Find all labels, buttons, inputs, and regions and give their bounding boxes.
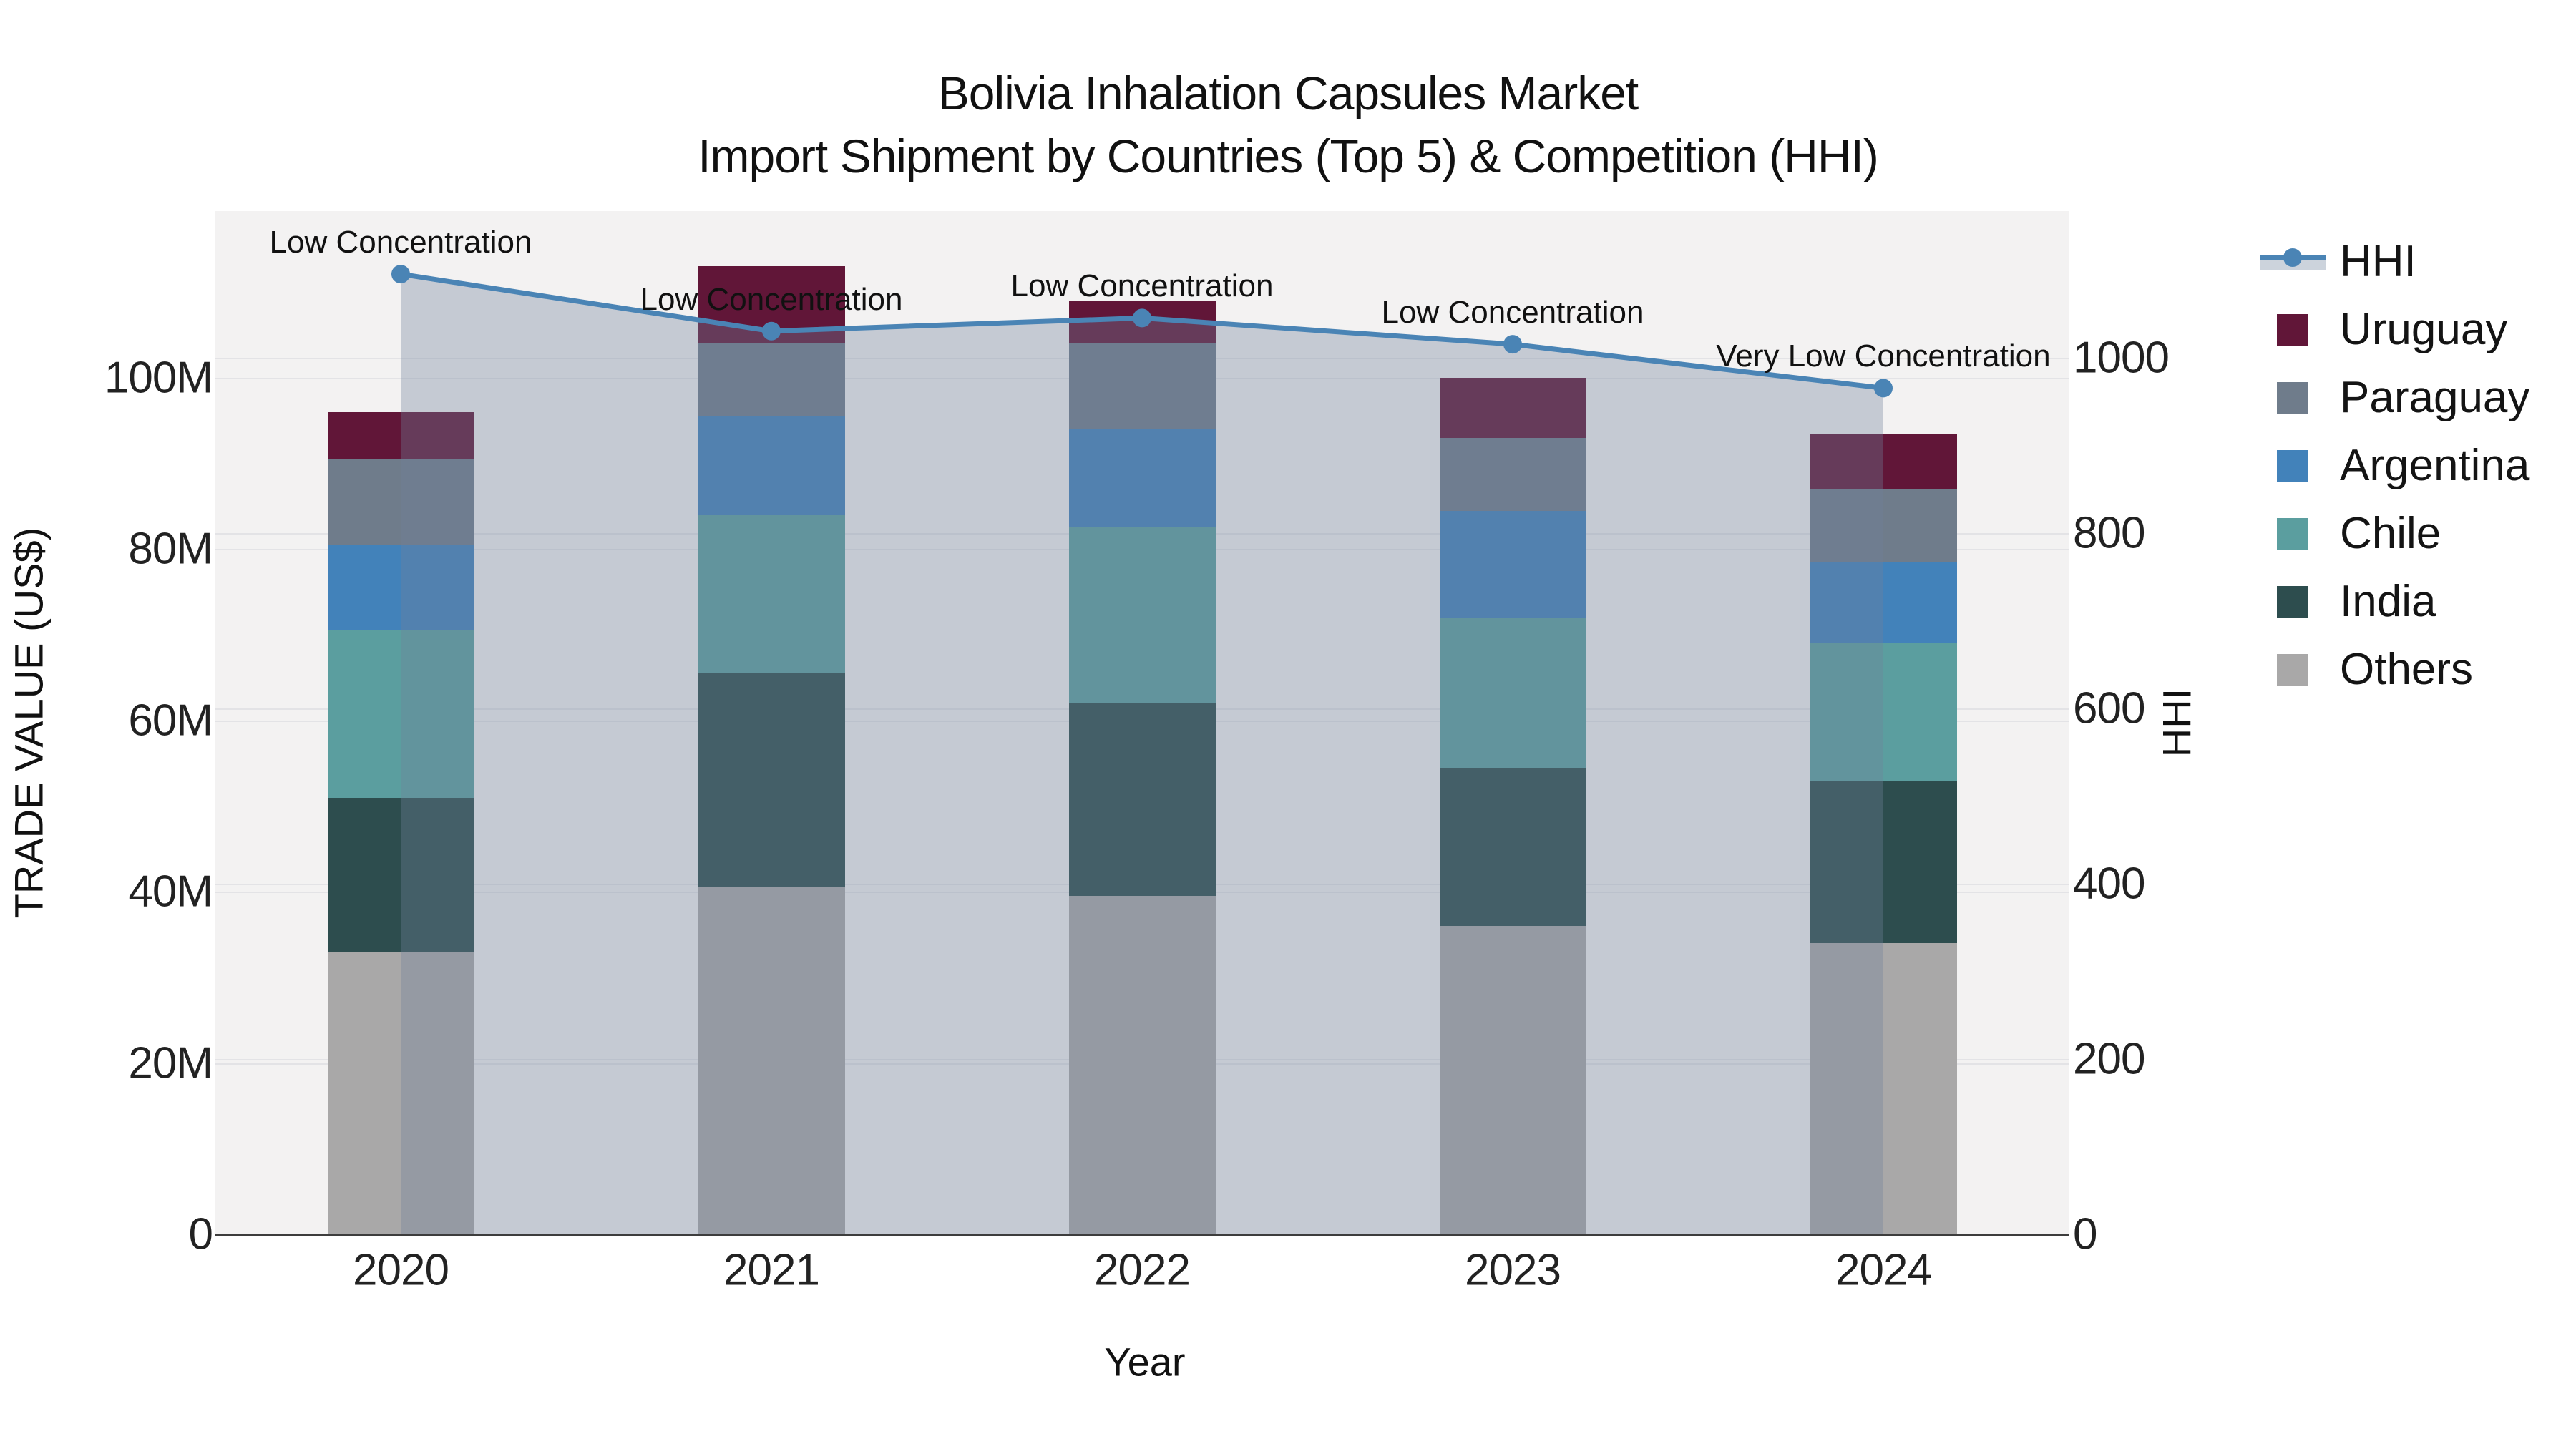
- x-axis-title: Year: [1104, 1339, 1186, 1385]
- legend: HHI Uruguay Paraguay Argentina Chile India Oth…: [2260, 228, 2529, 703]
- legend-item-argentina[interactable]: Argentina: [2260, 431, 2529, 499]
- hhi-annotation: Low Concentration: [640, 281, 903, 317]
- legend-item-paraguay[interactable]: Paraguay: [2260, 364, 2529, 431]
- y-left-axis-title: TRADE VALUE (US$): [6, 527, 52, 919]
- bar-2023-argentina: [1439, 510, 1586, 618]
- bar-2023-india: [1439, 767, 1586, 927]
- bar-2024-others: [1810, 943, 1957, 1234]
- bar-2021-chile: [698, 514, 845, 673]
- legend-label: HHI: [2340, 237, 2416, 286]
- bar-2021-argentina: [698, 416, 845, 515]
- legend-label: Paraguay: [2340, 373, 2530, 422]
- bar-2020-chile: [327, 630, 474, 798]
- legend-item-india[interactable]: India: [2260, 567, 2529, 635]
- x-tick-label: 2020: [353, 1245, 449, 1295]
- x-tick-label: 2024: [1835, 1245, 1932, 1295]
- y-right-tick-label: 0: [2073, 1209, 2097, 1259]
- bar-2021-paraguay: [698, 343, 845, 416]
- legend-label: Others: [2340, 645, 2474, 694]
- bar-2024-paraguay: [1810, 489, 1957, 562]
- x-tick-label: 2022: [1094, 1245, 1191, 1295]
- hhi-annotation: Very Low Concentration: [1716, 338, 2051, 374]
- legend-label: Uruguay: [2340, 305, 2508, 354]
- hhi-annotation: Low Concentration: [1010, 268, 1274, 304]
- x-tick-label: 2021: [723, 1245, 820, 1295]
- y-right-tick-label: 200: [2073, 1034, 2145, 1084]
- legend-swatch-uruguay: [2260, 313, 2326, 346]
- y-right-tick-label: 400: [2073, 859, 2145, 909]
- chart-title-line1: Bolivia Inhalation Capsules Market: [937, 67, 1639, 119]
- y-left-tick-label: 60M: [128, 696, 213, 746]
- hhi-annotation: Low Concentration: [1381, 295, 1644, 331]
- hhi-marker: [391, 265, 410, 284]
- hhi-marker: [1133, 308, 1151, 328]
- bar-2022-paraguay: [1068, 343, 1216, 429]
- hhi-marker: [762, 321, 781, 341]
- bar-2022-india: [1068, 703, 1216, 897]
- legend-swatch-chile: [2260, 517, 2326, 550]
- bar-2020-others: [327, 951, 474, 1234]
- bar-2023-chile: [1439, 618, 1586, 768]
- bar-2023-paraguay: [1439, 437, 1586, 511]
- bar-2022-argentina: [1068, 429, 1216, 528]
- bar-2020-india: [327, 797, 474, 952]
- y-right-tick-label: 600: [2073, 683, 2145, 733]
- hhi-annotation: Low Concentration: [269, 225, 532, 260]
- y-left-tick-label: 40M: [128, 867, 213, 917]
- bar-2024-chile: [1810, 643, 1957, 781]
- legend-label: India: [2340, 577, 2436, 626]
- bar-2020-paraguay: [327, 459, 474, 545]
- legend-item-chile[interactable]: Chile: [2260, 499, 2529, 567]
- hhi-line-icon: [2260, 246, 2326, 278]
- legend-label: Argentina: [2340, 441, 2530, 490]
- bar-2022-others: [1068, 896, 1216, 1234]
- legend-item-hhi[interactable]: HHI: [2260, 228, 2529, 296]
- hhi-overlay: [391, 265, 1893, 1234]
- x-axis-line: [215, 1234, 2069, 1236]
- bar-2024-india: [1810, 780, 1957, 943]
- legend-swatch-others: [2260, 653, 2326, 686]
- hhi-marker: [1874, 379, 1893, 398]
- bar-2023-uruguay: [1439, 378, 1586, 438]
- y-right-tick-label: 1000: [2073, 333, 2170, 382]
- legend-label: Chile: [2340, 509, 2441, 558]
- bar-2021-others: [698, 887, 845, 1234]
- bar-2022-chile: [1068, 527, 1216, 703]
- bar-2024-uruguay: [1810, 433, 1957, 489]
- legend-swatch-argentina: [2260, 449, 2326, 482]
- y-right-tick-label: 800: [2073, 508, 2145, 558]
- y-left-tick-label: 80M: [128, 524, 213, 574]
- legend-swatch-paraguay: [2260, 381, 2326, 414]
- legend-item-uruguay[interactable]: Uruguay: [2260, 296, 2529, 364]
- bar-2024-argentina: [1810, 562, 1957, 644]
- legend-swatch-india: [2260, 585, 2326, 618]
- y-left-tick-label: 0: [188, 1209, 213, 1259]
- hhi-marker: [1503, 335, 1522, 354]
- bar-2021-india: [698, 673, 845, 888]
- bar-2023-others: [1439, 926, 1586, 1234]
- legend-item-others[interactable]: Others: [2260, 635, 2529, 703]
- hhi-area-fill: [401, 274, 1883, 1234]
- y-left-tick-label: 100M: [104, 353, 213, 403]
- bar-2020-argentina: [327, 545, 474, 631]
- bar-2020-uruguay: [327, 411, 474, 459]
- x-tick-label: 2023: [1465, 1245, 1561, 1295]
- y-left-tick-label: 20M: [128, 1038, 213, 1088]
- y-right-axis-title: HHI: [2154, 688, 2200, 758]
- chart-title-line2: Import Shipment by Countries (Top 5) & C…: [698, 130, 1879, 182]
